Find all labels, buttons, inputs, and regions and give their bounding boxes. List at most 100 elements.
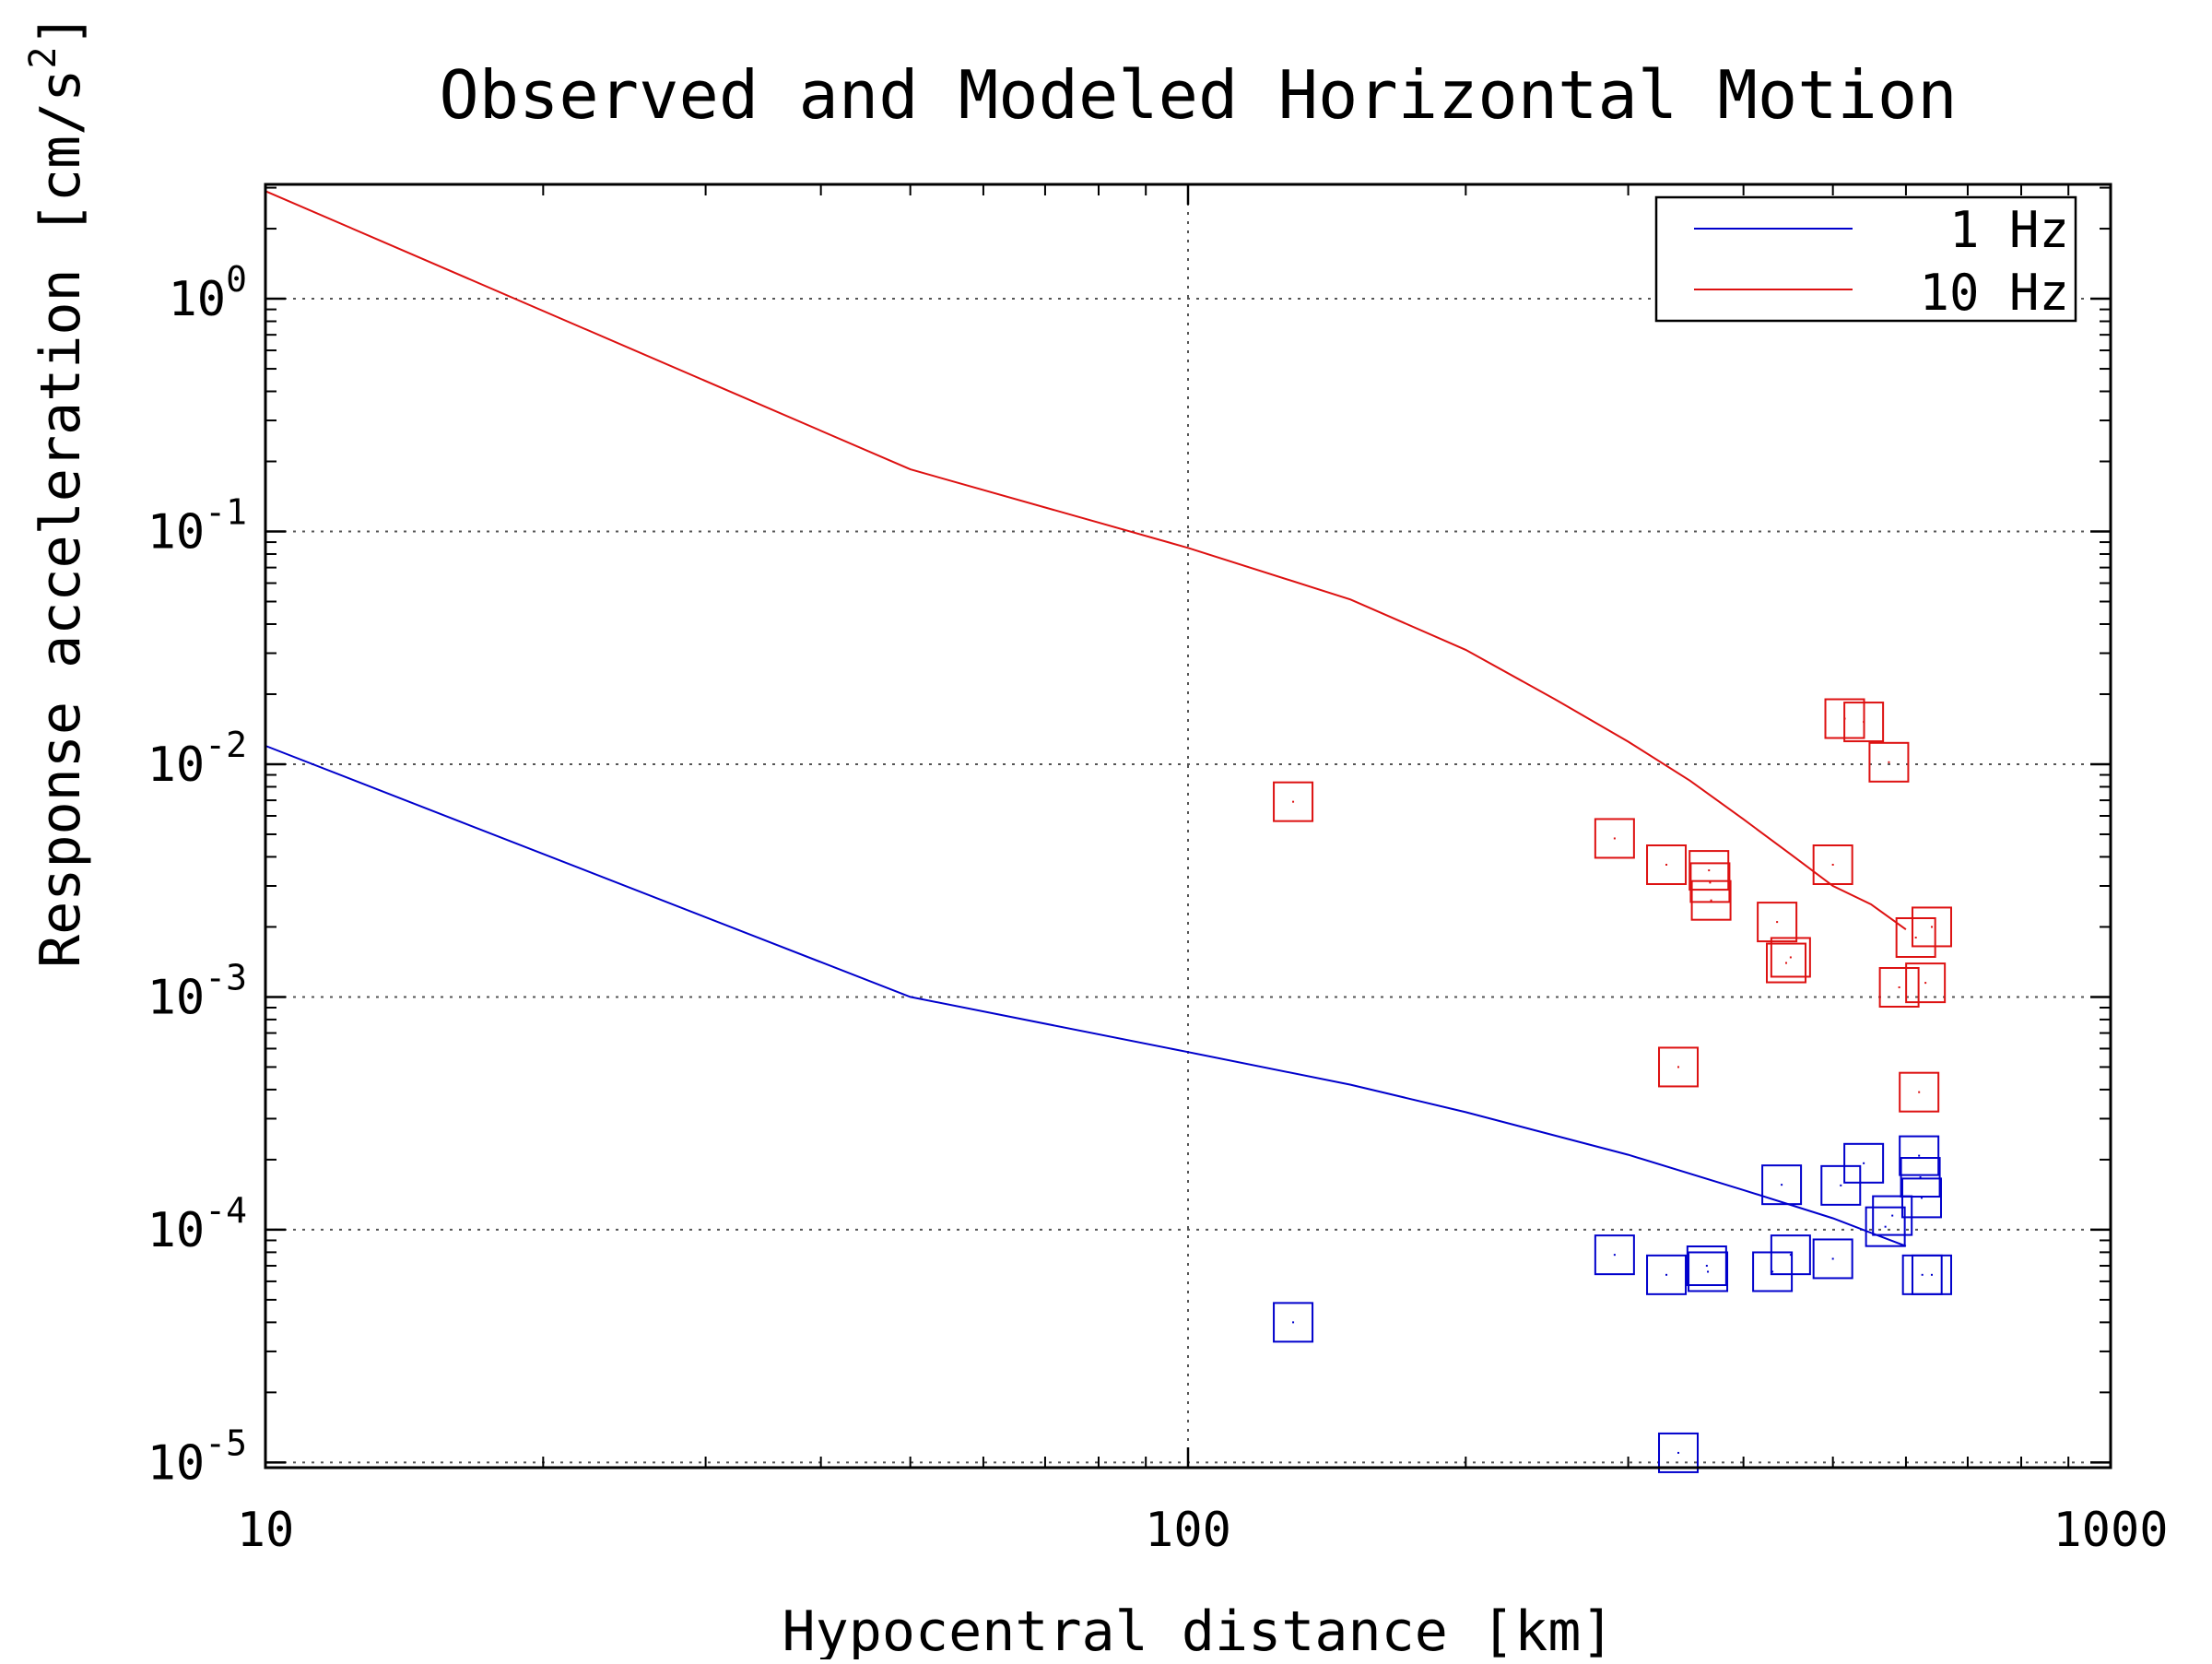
- legend-box: [1654, 195, 2077, 323]
- observed-point-10hz: [1766, 942, 1807, 984]
- observed-point-1hz: [1843, 1142, 1885, 1184]
- y-tick-exponent: -3: [205, 957, 247, 997]
- observed-point-1hz: [1658, 1432, 1700, 1473]
- observed-point-1hz: [1872, 1195, 1913, 1236]
- observed-point-center-1hz: [1840, 1184, 1842, 1186]
- observed-point-center-10hz: [1930, 926, 1933, 928]
- observed-point-center-10hz: [1613, 837, 1616, 840]
- observed-point-10hz: [1690, 879, 1732, 921]
- observed-point-1hz: [1900, 1177, 1942, 1219]
- observed-point-center-1hz: [1918, 1154, 1921, 1157]
- observed-point-center-1hz: [1930, 1273, 1933, 1276]
- series-1hz: [265, 745, 1952, 1473]
- observed-point-center-1hz: [1705, 1265, 1708, 1268]
- y-tick-label: 10-2: [147, 725, 247, 793]
- observed-point-1hz: [1899, 1135, 1940, 1176]
- observed-point-center-1hz: [1831, 1257, 1834, 1260]
- observed-point-10hz: [1594, 818, 1635, 859]
- observed-point-center-10hz: [1776, 921, 1779, 924]
- legend-label-10hz: 10 Hz: [1919, 264, 2069, 322]
- observed-point-10hz: [1658, 1046, 1700, 1088]
- observed-point-center-1hz: [1665, 1273, 1668, 1276]
- y-axis-label-superscript: 2: [22, 47, 65, 69]
- y-tick-label: 100: [168, 259, 247, 327]
- series-10hz: [265, 190, 1952, 1113]
- observed-point-center-10hz: [1914, 936, 1917, 938]
- y-tick-label: 10-5: [147, 1422, 247, 1491]
- y-tick-exponent: 0: [226, 259, 247, 300]
- observed-point-10hz: [1812, 844, 1853, 885]
- observed-point-center-1hz: [1920, 1197, 1923, 1199]
- observed-point-1hz: [1770, 1234, 1811, 1276]
- observed-point-center-10hz: [1677, 1066, 1680, 1068]
- observed-point-1hz: [1686, 1245, 1727, 1287]
- observed-point-center-1hz: [1921, 1273, 1924, 1276]
- observed-point-center-1hz: [1919, 1176, 1922, 1179]
- y-axis-label-suffix: ]: [29, 13, 93, 46]
- observed-point-1hz: [1820, 1164, 1862, 1206]
- observed-point-center-1hz: [1891, 1214, 1894, 1217]
- observed-point-center-10hz: [1863, 721, 1865, 724]
- y-tick-base: 10: [147, 970, 206, 1025]
- y-tick-label: 10-4: [147, 1190, 247, 1258]
- observed-point-1hz: [1911, 1254, 1952, 1295]
- observed-point-1hz: [1812, 1238, 1853, 1280]
- observed-point-10hz: [1757, 902, 1798, 943]
- observed-point-10hz: [1688, 850, 1730, 891]
- x-tick-labels: 10 100 1000: [237, 1503, 2169, 1558]
- observed-point-center-1hz: [1707, 1270, 1710, 1273]
- observed-point-1hz: [1688, 1251, 1729, 1292]
- observed-point-center-10hz: [1924, 982, 1927, 985]
- observed-point-1hz: [1752, 1251, 1794, 1292]
- x-tick-label: 100: [1145, 1503, 1231, 1558]
- y-tick-exponent: -2: [205, 725, 247, 765]
- observed-point-1hz: [1273, 1302, 1314, 1343]
- observed-point-center-1hz: [1677, 1451, 1680, 1454]
- observed-point-10hz: [1868, 741, 1910, 783]
- observed-point-10hz: [1273, 781, 1314, 822]
- y-tick-base: 10: [147, 505, 206, 561]
- observed-point-center-10hz: [1898, 985, 1900, 988]
- y-tick-label: 10-1: [147, 492, 247, 561]
- y-tick-exponent: -4: [205, 1190, 247, 1231]
- observed-point-10hz: [1689, 862, 1731, 903]
- observed-point-center-10hz: [1709, 881, 1712, 884]
- observed-point-center-1hz: [1292, 1321, 1295, 1324]
- observed-point-1hz: [1900, 1157, 1941, 1198]
- observed-point-10hz: [1905, 962, 1947, 1004]
- observed-point-10hz: [1843, 702, 1885, 743]
- observed-point-center-10hz: [1888, 761, 1890, 763]
- observed-point-center-1hz: [1863, 1162, 1865, 1164]
- y-tick-base: 10: [147, 1435, 206, 1491]
- observed-point-10hz: [1770, 937, 1811, 978]
- observed-point-center-10hz: [1708, 869, 1711, 872]
- observed-point-1hz: [1865, 1206, 1906, 1247]
- observed-point-center-10hz: [1785, 962, 1788, 964]
- observed-point-1hz: [1646, 1254, 1688, 1295]
- legend-label-1hz: 1 Hz: [1949, 201, 2069, 259]
- model-line-10hz: [265, 190, 1907, 931]
- model-line-1hz: [265, 745, 1907, 1247]
- observed-point-center-10hz: [1789, 956, 1792, 959]
- observed-point-center-10hz: [1918, 1091, 1921, 1093]
- observed-point-center-10hz: [1292, 800, 1295, 803]
- observed-point-center-1hz: [1613, 1254, 1616, 1257]
- y-axis-label: Response acceleration [cm/s2]: [22, 13, 93, 968]
- observed-point-10hz: [1911, 906, 1952, 948]
- observed-point-center-10hz: [1665, 863, 1668, 866]
- y-tick-exponent: -1: [205, 492, 247, 533]
- observed-point-center-10hz: [1710, 899, 1712, 902]
- y-tick-base: 10: [147, 1203, 206, 1258]
- observed-point-10hz: [1899, 1071, 1940, 1113]
- observed-point-center-1hz: [1781, 1184, 1783, 1186]
- observed-point-center-1hz: [1789, 1254, 1792, 1257]
- observed-point-center-1hz: [1884, 1225, 1887, 1228]
- observed-point-10hz: [1895, 916, 1936, 958]
- y-tick-label: 10-3: [147, 957, 247, 1025]
- observed-point-1hz: [1761, 1164, 1803, 1206]
- observed-point-10hz: [1878, 966, 1920, 1008]
- legend: 1 Hz 10 Hz: [1654, 195, 2077, 323]
- y-tick-base: 10: [147, 738, 206, 793]
